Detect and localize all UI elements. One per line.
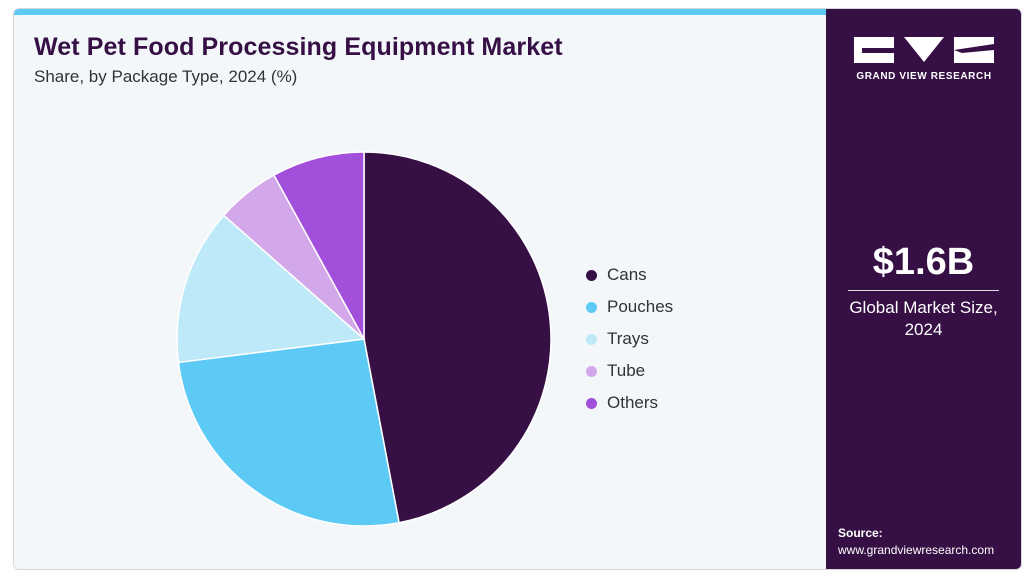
legend-item-pouches: Pouches: [586, 291, 673, 323]
market-size-value: $1.6B: [872, 241, 975, 283]
source-link[interactable]: www.grandviewresearch.com: [838, 543, 995, 557]
legend-swatch: [586, 397, 597, 409]
market-size-label: Global Market Size, 2024: [849, 298, 998, 339]
legend-label: Cans: [607, 265, 647, 284]
source-label: Source:: [838, 526, 883, 540]
chart-panel: Wet Pet Food Processing Equipment Market…: [14, 9, 826, 569]
legend-swatch: [586, 269, 597, 281]
report-card: Wet Pet Food Processing Equipment Market…: [13, 8, 1022, 570]
legend-label: Pouches: [607, 297, 674, 316]
legend-item-others: Others: [586, 387, 673, 419]
legend-swatch: [586, 365, 597, 377]
brand-name: GRAND VIEW RESEARCH: [856, 71, 992, 82]
legend-label: Trays: [607, 329, 649, 348]
pie-slice-others: [272, 151, 365, 340]
legend-item-cans: Cans: [586, 259, 673, 291]
brand-logo: GRAND VIEW RESEARCH: [854, 35, 994, 82]
info-sidebar: GRAND VIEW RESEARCH $1.6B Global Market …: [826, 9, 1021, 569]
legend-label: Others: [607, 393, 659, 412]
pie-slice-cans: [363, 151, 552, 524]
pie-slice-trays: [176, 214, 366, 364]
legend-label: Tube: [607, 361, 646, 380]
legend-swatch: [586, 301, 597, 313]
accent-bar: [14, 9, 826, 15]
metric-divider: [848, 290, 999, 291]
legend-item-trays: Trays: [586, 323, 673, 355]
gvr-logo-icon: [854, 37, 994, 63]
legend-swatch: [586, 333, 597, 345]
pie-chart: [176, 151, 552, 527]
pie-slice-pouches: [177, 338, 400, 527]
legend-item-tube: Tube: [586, 355, 673, 387]
chart-legend: Cans Pouches Trays Tube Others: [586, 259, 673, 419]
chart-title: Wet Pet Food Processing Equipment Market: [34, 33, 563, 61]
chart-subtitle: Share, by Package Type, 2024 (%): [34, 67, 298, 86]
